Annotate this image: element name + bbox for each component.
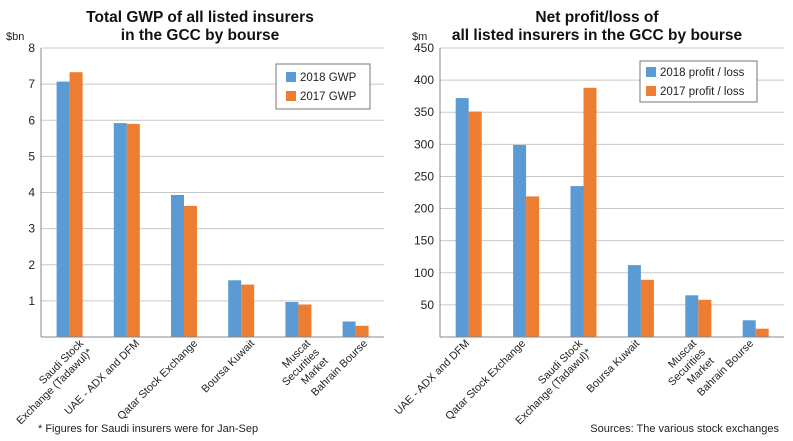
right-bar-2017 xyxy=(698,299,712,337)
right-legend-swatch-2017 xyxy=(646,86,656,96)
left-bar-2018 xyxy=(228,280,242,337)
left-bar-2018 xyxy=(342,321,356,337)
left-y-tick-label: 4 xyxy=(28,186,35,200)
left-chart-bars xyxy=(56,72,369,338)
right-bar-2018 xyxy=(627,265,641,337)
right-chart-y-tick-labels: 50 100 150 200 250 300 350 400 450 xyxy=(414,41,434,312)
left-y-tick-label: 1 xyxy=(28,294,35,308)
right-legend-label-2018: 2018 profit / loss xyxy=(660,67,745,79)
left-bar-2017 xyxy=(69,72,83,337)
right-bar-2018 xyxy=(570,186,584,337)
left-y-tick-label: 8 xyxy=(28,41,35,55)
left-category-label: Boursa Kuwait xyxy=(199,338,257,396)
left-chart-unit-label: $bn xyxy=(6,31,24,43)
left-chart-legend: 2018 GWP 2017 GWP xyxy=(275,63,371,110)
right-legend-label-2017: 2017 profit / loss xyxy=(660,86,745,98)
right-category-label: Boursa Kuwait xyxy=(584,338,642,396)
left-y-tick-label: 5 xyxy=(28,149,35,163)
left-category-label: Saudi StockExchange (Tadawul)* xyxy=(5,337,95,427)
left-bar-2018 xyxy=(171,195,184,337)
left-legend-label-2017: 2017 GWP xyxy=(300,91,357,103)
right-footnote: Sources: The various stock exchanges xyxy=(590,423,779,435)
right-bar-2018 xyxy=(685,295,699,337)
right-chart-bars xyxy=(455,87,769,337)
left-bar-2017 xyxy=(241,284,255,337)
left-bar-2017 xyxy=(298,304,312,337)
left-chart-gridlines xyxy=(41,47,384,302)
right-chart-legend: 2018 profit / loss 2017 profit / loss xyxy=(639,60,758,103)
right-bar-2018 xyxy=(742,320,756,337)
right-chart-title-line-1: Net profit/loss of xyxy=(535,9,659,26)
right-chart-title-line-2: all listed insurers in the GCC by bourse xyxy=(452,27,743,44)
left-bar-2018 xyxy=(113,123,127,337)
right-bar-2017 xyxy=(640,279,654,337)
left-bar-2018 xyxy=(285,302,299,337)
left-footnote: * Figures for Saudi insurers were for Ja… xyxy=(38,423,258,435)
left-legend-swatch-2018 xyxy=(286,72,296,82)
left-y-tick-label: 6 xyxy=(28,113,35,127)
right-y-tick-label: 50 xyxy=(421,298,435,312)
right-bar-2018 xyxy=(513,145,527,337)
left-chart: Total GWP of all listed insurers in the … xyxy=(5,9,384,435)
left-legend-swatch-2017 xyxy=(286,91,296,101)
right-bar-2017 xyxy=(755,328,769,337)
left-chart-title-line-2: in the GCC by bourse xyxy=(121,27,280,44)
left-bar-2017 xyxy=(355,325,369,337)
right-chart-gridlines xyxy=(440,47,784,306)
right-y-tick-label: 150 xyxy=(414,234,434,248)
left-y-tick-label: 2 xyxy=(28,258,35,272)
right-y-tick-label: 450 xyxy=(414,41,434,55)
right-bar-2017 xyxy=(468,111,482,337)
left-chart-y-tick-labels: 1 2 3 4 5 6 7 8 xyxy=(28,41,35,308)
left-bar-2017 xyxy=(184,205,197,337)
left-legend-box xyxy=(275,63,371,110)
left-legend-label-2018: 2018 GWP xyxy=(300,72,357,84)
right-bar-2018 xyxy=(455,98,469,337)
right-chart: Net profit/loss of all listed insurers i… xyxy=(392,9,784,435)
right-bar-2017 xyxy=(526,196,540,337)
right-y-tick-label: 250 xyxy=(414,169,434,183)
left-y-tick-label: 7 xyxy=(28,77,35,91)
right-chart-unit-label: $m xyxy=(412,31,427,43)
left-y-tick-label: 3 xyxy=(28,222,35,236)
left-bar-2018 xyxy=(56,81,70,337)
left-chart-title-line-1: Total GWP of all listed insurers xyxy=(86,9,314,26)
right-y-tick-label: 300 xyxy=(414,137,434,151)
right-bar-2017 xyxy=(583,87,597,337)
right-legend-swatch-2018 xyxy=(646,67,656,77)
right-y-tick-label: 400 xyxy=(414,73,434,87)
right-y-tick-label: 100 xyxy=(414,266,434,280)
right-y-tick-label: 350 xyxy=(414,105,434,119)
right-y-tick-label: 200 xyxy=(414,202,434,216)
right-legend-box xyxy=(639,60,758,103)
left-chart-category-labels: Saudi StockExchange (Tadawul)*UAE - ADX … xyxy=(5,337,370,427)
left-bar-2017 xyxy=(126,123,140,338)
